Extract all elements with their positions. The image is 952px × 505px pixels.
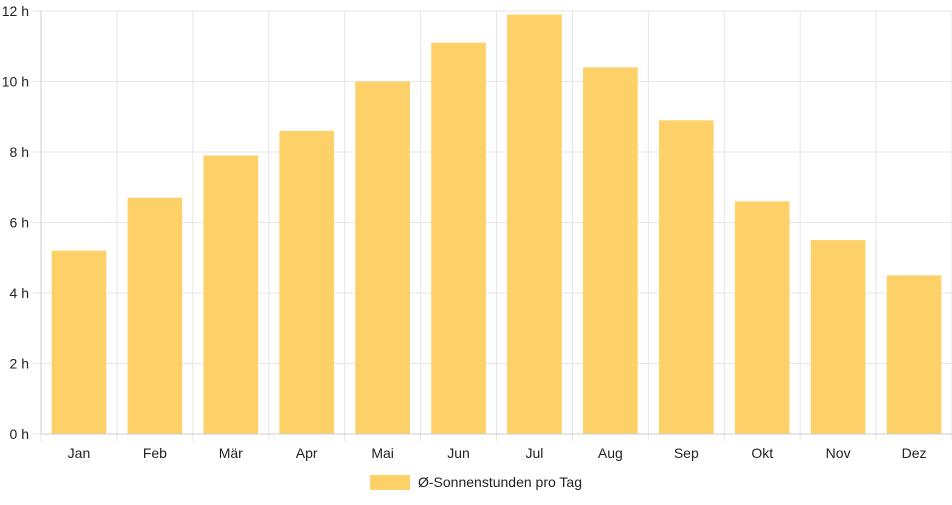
x-tick-label: Jan (68, 445, 91, 461)
legend-label[interactable]: Ø-Sonnenstunden pro Tag (418, 474, 582, 490)
x-tick-label: Dez (902, 445, 927, 461)
x-tick-label: Nov (826, 445, 851, 461)
bar[interactable] (51, 250, 107, 434)
y-tick-label: 8 h (10, 144, 29, 160)
y-tick-label: 0 h (10, 426, 29, 442)
y-tick-label: 2 h (10, 356, 29, 372)
legend-swatch[interactable] (370, 475, 410, 490)
grid (33, 10, 952, 441)
bar[interactable] (886, 275, 942, 434)
x-tick-label: Okt (751, 445, 773, 461)
x-tick-label: Sep (674, 445, 699, 461)
bars (51, 14, 942, 435)
bar[interactable] (127, 197, 183, 434)
bar[interactable] (734, 201, 790, 434)
x-tick-label: Feb (143, 445, 167, 461)
bar[interactable] (810, 240, 866, 434)
bar[interactable] (658, 120, 714, 435)
bar[interactable] (355, 81, 410, 435)
x-tick-label: Mai (371, 445, 394, 461)
bar[interactable] (431, 42, 486, 434)
bar[interactable] (279, 130, 335, 434)
y-tick-label: 12 h (2, 3, 29, 19)
bar[interactable] (203, 155, 259, 434)
x-tick-label: Aug (598, 445, 623, 461)
legend[interactable]: Ø-Sonnenstunden pro Tag (370, 474, 582, 490)
x-tick-label: Mär (219, 445, 243, 461)
y-tick-label: 6 h (10, 215, 29, 231)
x-tick-label: Jun (447, 445, 470, 461)
y-tick-label: 4 h (10, 285, 29, 301)
y-tick-label: 10 h (2, 74, 29, 90)
x-tick-label: Jul (526, 445, 544, 461)
x-tick-label: Apr (296, 445, 318, 461)
axes: 0 h 2 h 4 h 6 h 8 h 10 h 12 h Jan Feb Mär Apr Mai Ju… (2, 3, 952, 461)
bar[interactable] (583, 67, 638, 435)
bar[interactable] (507, 14, 562, 435)
